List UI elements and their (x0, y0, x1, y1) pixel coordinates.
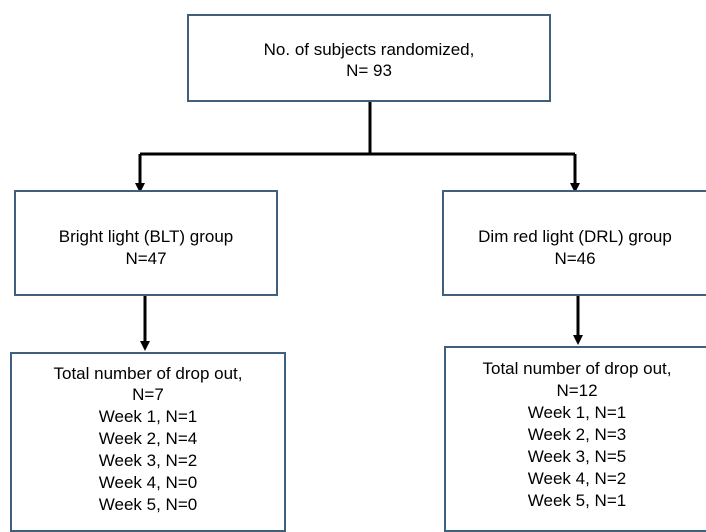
flowchart-connectors (135, 102, 583, 351)
blt-dropout-week: Week 4, N=0 (98, 473, 198, 492)
drl-dropout-week: Week 4, N=2 (527, 469, 627, 488)
blt-dropout-box: Total number of drop out, N=7 Week 1, N=… (10, 352, 286, 532)
blt-dropout-week: Week 2, N=4 (98, 429, 198, 448)
drl-group-label: Dim red light (DRL) group (478, 227, 672, 246)
drl-dropout-week: Week 2, N=3 (527, 425, 627, 444)
blt-dropout-week: Week 3, N=2 (98, 451, 198, 470)
drl-dropout-total: N=12 (556, 381, 598, 400)
blt-group-box: Bright light (BLT) group N=47 (14, 190, 278, 296)
randomized-box: No. of subjects randomized, N= 93 (187, 14, 551, 102)
drl-dropout-box: Total number of drop out, N=12 Week 1, N… (444, 346, 706, 532)
drl-dropout-label: Total number of drop out, (482, 359, 672, 378)
drl-dropout-week: Week 5, N=1 (527, 491, 627, 510)
drl-dropout-week: Week 3, N=5 (527, 447, 627, 466)
blt-dropout-total: N=7 (132, 385, 164, 404)
drl-group-box: Dim red light (DRL) group N=46 (442, 190, 706, 296)
randomized-label: No. of subjects randomized, (263, 40, 475, 59)
blt-dropout-label: Total number of drop out, (53, 364, 243, 383)
blt-dropout-week: Week 1, N=1 (98, 407, 198, 426)
randomized-count: N= 93 (346, 61, 392, 80)
drl-dropout-week: Week 1, N=1 (527, 403, 627, 422)
drl-group-count: N=46 (554, 249, 596, 268)
blt-group-count: N=47 (125, 249, 167, 268)
blt-group-label: Bright light (BLT) group (58, 227, 234, 246)
blt-dropout-week: Week 5, N=0 (98, 495, 198, 514)
